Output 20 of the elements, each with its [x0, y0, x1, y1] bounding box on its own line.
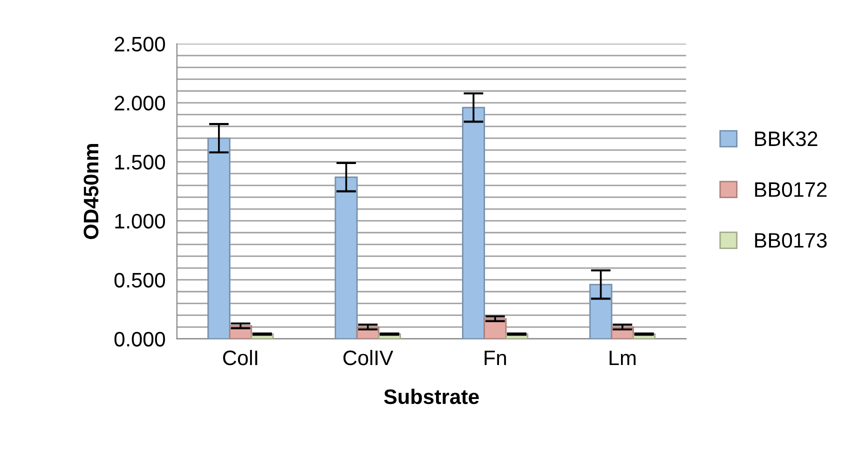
y-tick-label: 0.500	[114, 272, 165, 288]
bar	[334, 176, 358, 339]
legend-label: BB0173	[755, 232, 827, 248]
x-tick-label: ColIV	[343, 350, 394, 366]
y-tick-label: 1.000	[115, 214, 165, 229]
x-tick-label: ColI	[223, 350, 258, 366]
x-tick-label: Lm	[610, 350, 636, 366]
legend-label: BBK32	[755, 131, 818, 146]
y-tick-label: 2.000	[114, 96, 165, 111]
y-tick-label: 0.000	[114, 332, 165, 347]
legend-label: BB0172	[755, 182, 827, 197]
x-tick-label: Fn	[484, 350, 506, 366]
bar	[589, 284, 612, 339]
y-axis-title: OD450nm	[84, 144, 98, 240]
bar	[484, 318, 507, 339]
bar	[207, 138, 230, 339]
x-axis-title: Substrate	[384, 388, 479, 404]
y-tick-label: 1.500	[115, 154, 165, 170]
y-tick-label: 2.500	[114, 36, 165, 52]
bar	[462, 106, 486, 339]
